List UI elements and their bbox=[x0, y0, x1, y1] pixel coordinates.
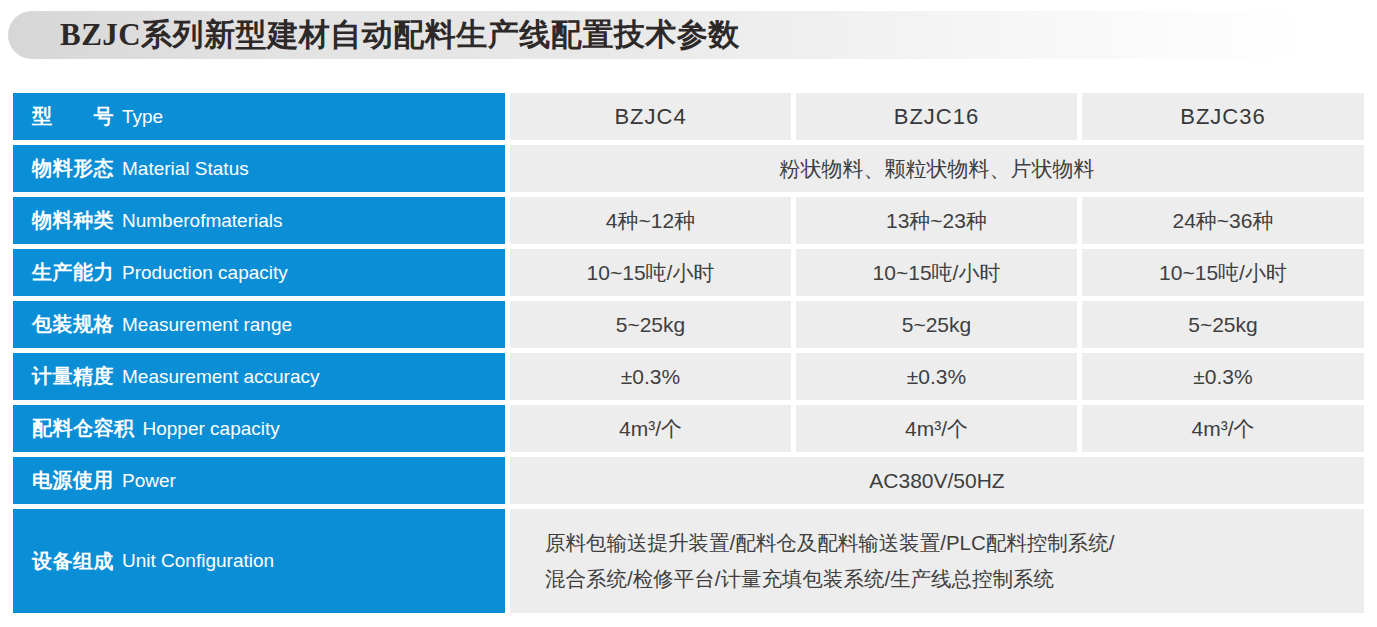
cell-accuracy-bzjc4: ±0.3% bbox=[510, 353, 791, 400]
cell-hopper-bzjc16: 4m³/个 bbox=[796, 405, 1077, 452]
row-header-number-of-materials-en: Numberofmaterials bbox=[122, 210, 283, 232]
row-header-measurement-accuracy: 计量精度 Measurement accuracy bbox=[13, 353, 505, 400]
cell-material-status: 粉状物料、颗粒状物料、片状物料 bbox=[510, 145, 1364, 192]
cell-range-bzjc4: 5~25kg bbox=[510, 301, 791, 348]
row-header-measurement-accuracy-zh: 计量精度 bbox=[32, 363, 114, 390]
row-header-number-of-materials: 物料种类 Numberofmaterials bbox=[13, 197, 505, 244]
row-header-measurement-range: 包装规格 Measurement range bbox=[13, 301, 505, 348]
cell-hopper-bzjc36: 4m³/个 bbox=[1082, 405, 1364, 452]
cell-unit-configuration-line2: 混合系统/检修平台/计量充填包装系统/生产线总控制系统 bbox=[545, 561, 1054, 597]
row-header-number-of-materials-zh: 物料种类 bbox=[32, 207, 114, 234]
cell-unit-configuration-line1: 原料包输送提升装置/配料仓及配料输送装置/PLC配料控制系统/ bbox=[545, 525, 1114, 561]
row-header-material-status: 物料形态 Material Status bbox=[13, 145, 505, 192]
row-header-measurement-range-en: Measurement range bbox=[122, 314, 292, 336]
cell-range-bzjc16: 5~25kg bbox=[796, 301, 1077, 348]
cell-materials-bzjc4: 4种~12种 bbox=[510, 197, 791, 244]
row-header-type-zh: 型 号 bbox=[32, 103, 114, 130]
cell-materials-bzjc36: 24种~36种 bbox=[1082, 197, 1364, 244]
column-header-bzjc36: BZJC36 bbox=[1082, 93, 1364, 140]
cell-range-bzjc36: 5~25kg bbox=[1082, 301, 1364, 348]
row-header-unit-configuration: 设备组成 Unit Configuration bbox=[13, 509, 505, 613]
row-header-hopper-capacity: 配料仓容积 Hopper capacity bbox=[13, 405, 505, 452]
row-header-production-capacity-zh: 生产能力 bbox=[32, 259, 114, 286]
row-header-measurement-accuracy-en: Measurement accuracy bbox=[122, 366, 319, 388]
spec-table: 型 号 Type BZJC4 BZJC16 BZJC36 物料形态 Materi… bbox=[13, 93, 1364, 613]
row-header-hopper-capacity-zh: 配料仓容积 bbox=[32, 415, 135, 442]
cell-accuracy-bzjc36: ±0.3% bbox=[1082, 353, 1364, 400]
row-header-production-capacity: 生产能力 Production capacity bbox=[13, 249, 505, 296]
row-header-material-status-en: Material Status bbox=[122, 158, 249, 180]
cell-power: AC380V/50HZ bbox=[510, 457, 1364, 504]
page-title: BZJC系列新型建材自动配料生产线配置技术参数 bbox=[8, 14, 740, 56]
cell-unit-configuration: 原料包输送提升装置/配料仓及配料输送装置/PLC配料控制系统/ 混合系统/检修平… bbox=[510, 509, 1364, 613]
row-header-unit-configuration-en: Unit Configuration bbox=[122, 550, 274, 572]
row-header-measurement-range-zh: 包装规格 bbox=[32, 311, 114, 338]
row-header-production-capacity-en: Production capacity bbox=[122, 262, 288, 284]
row-header-hopper-capacity-en: Hopper capacity bbox=[143, 418, 280, 440]
column-header-bzjc16: BZJC16 bbox=[796, 93, 1077, 140]
cell-capacity-bzjc4: 10~15吨/小时 bbox=[510, 249, 791, 296]
row-header-power: 电源使用 Power bbox=[13, 457, 505, 504]
column-header-bzjc4: BZJC4 bbox=[510, 93, 791, 140]
row-header-power-zh: 电源使用 bbox=[32, 467, 114, 494]
page: BZJC系列新型建材自动配料生产线配置技术参数 型 号 Type BZJC4 B… bbox=[0, 0, 1377, 627]
row-header-unit-configuration-zh: 设备组成 bbox=[32, 548, 114, 575]
cell-hopper-bzjc4: 4m³/个 bbox=[510, 405, 791, 452]
row-header-type: 型 号 Type bbox=[13, 93, 505, 140]
title-banner: BZJC系列新型建材自动配料生产线配置技术参数 bbox=[8, 11, 1370, 59]
row-header-material-status-zh: 物料形态 bbox=[32, 155, 114, 182]
cell-capacity-bzjc36: 10~15吨/小时 bbox=[1082, 249, 1364, 296]
cell-capacity-bzjc16: 10~15吨/小时 bbox=[796, 249, 1077, 296]
row-header-type-en: Type bbox=[122, 106, 163, 128]
cell-materials-bzjc16: 13种~23种 bbox=[796, 197, 1077, 244]
row-header-power-en: Power bbox=[122, 470, 176, 492]
cell-accuracy-bzjc16: ±0.3% bbox=[796, 353, 1077, 400]
